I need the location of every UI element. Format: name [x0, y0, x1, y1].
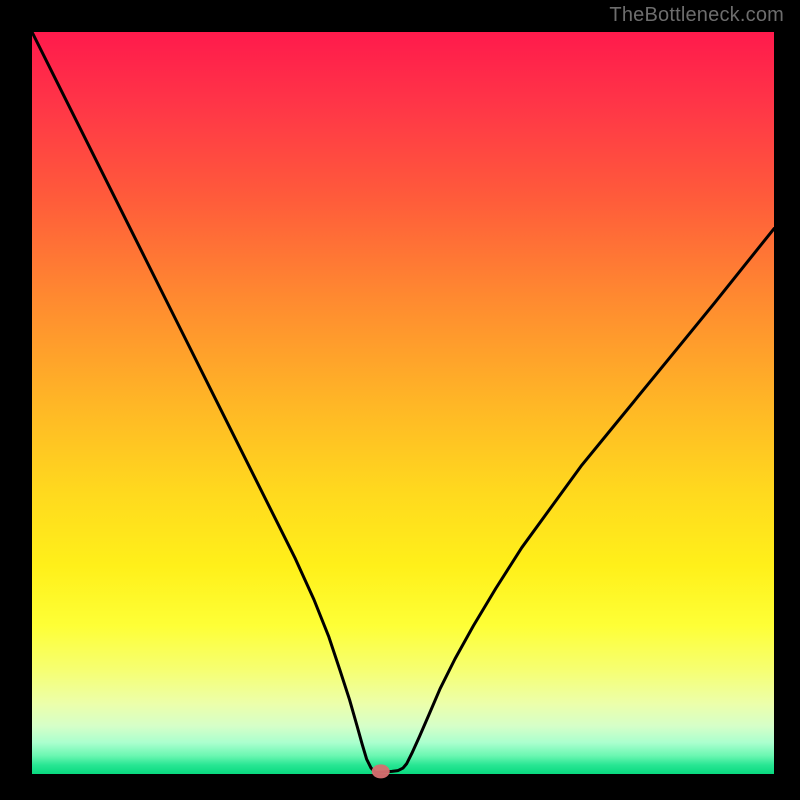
- bottleneck-chart: [0, 0, 800, 800]
- chart-container: TheBottleneck.com: [0, 0, 800, 800]
- minimum-marker: [372, 764, 390, 778]
- plot-area: [32, 32, 774, 774]
- watermark-text: TheBottleneck.com: [609, 4, 784, 27]
